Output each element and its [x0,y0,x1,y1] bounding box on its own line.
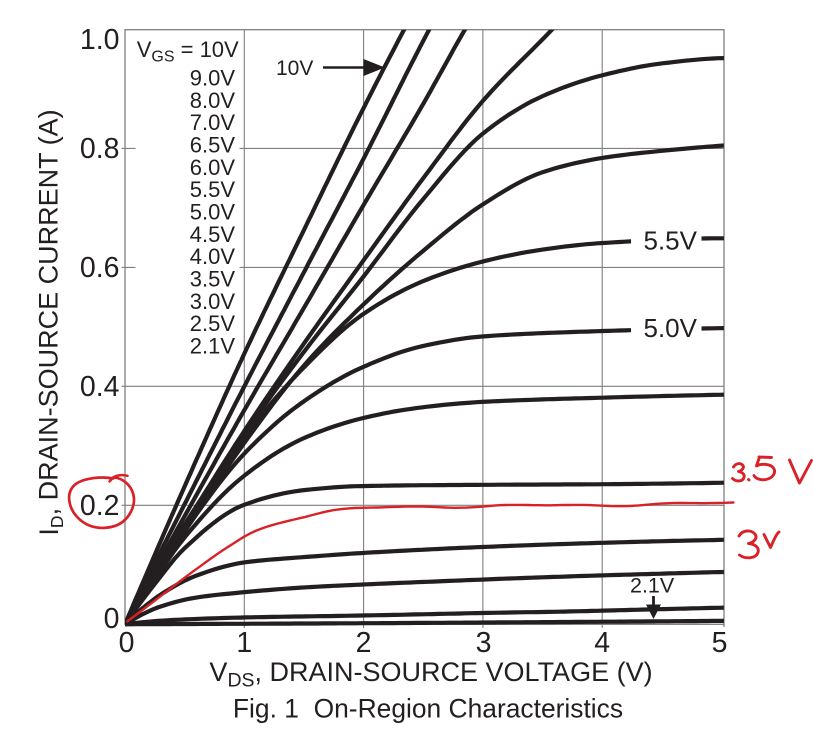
svg-text:VDS, DRAIN-SOURCE VOLTAGE (V): VDS, DRAIN-SOURCE VOLTAGE (V) [209,657,652,692]
svg-text:0.2: 0.2 [80,490,120,522]
svg-text:2.1V: 2.1V [630,574,675,598]
svg-text:5: 5 [712,627,728,659]
svg-text:4: 4 [594,627,610,659]
svg-text:5.5V: 5.5V [644,226,698,256]
svg-text:6.5V: 6.5V [190,133,236,158]
svg-text:2.1V: 2.1V [190,333,236,358]
svg-text:10V: 10V [276,57,313,80]
svg-text:1: 1 [236,627,252,659]
svg-text:4.0V: 4.0V [190,244,236,269]
svg-text:5.0V: 5.0V [644,313,698,343]
svg-text:0.8: 0.8 [80,133,120,165]
svg-text:6.0V: 6.0V [190,155,236,180]
svg-text:8.0V: 8.0V [190,88,236,113]
svg-text:5.0V: 5.0V [190,200,236,225]
svg-text:7.0V: 7.0V [190,110,236,135]
svg-text:Fig. 1 On-Region Characterist: Fig. 1 On-Region Characteristics [233,694,623,724]
svg-text:3.5V: 3.5V [190,267,236,292]
svg-text:5.5V: 5.5V [190,177,236,202]
svg-text:4.5V: 4.5V [190,222,236,247]
svg-text:3: 3 [476,627,492,659]
svg-text:0: 0 [119,627,135,659]
svg-text:1.0: 1.0 [80,24,120,56]
svg-text:0: 0 [104,603,120,635]
svg-text:2.5V: 2.5V [190,311,236,336]
svg-text:ID, DRAIN-SOURCE CURRENT (A): ID, DRAIN-SOURCE CURRENT (A) [34,109,68,535]
svg-text:9.0V: 9.0V [190,66,236,91]
svg-text:3.0V: 3.0V [190,289,236,314]
svg-text:0.4: 0.4 [80,371,120,403]
svg-text:0.6: 0.6 [80,252,120,284]
svg-text:2: 2 [356,627,372,659]
